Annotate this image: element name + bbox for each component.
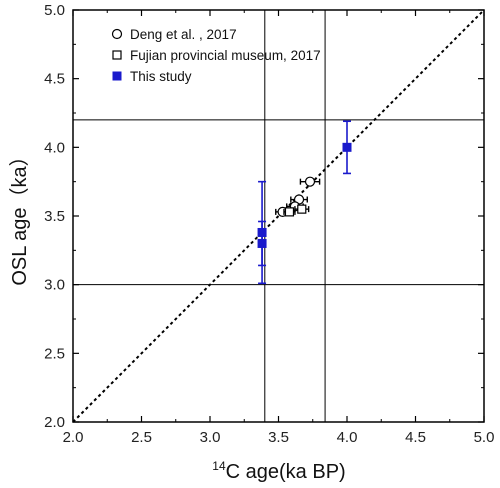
y-tick-label: 3.0 (44, 277, 65, 294)
data-point-this-study (257, 238, 267, 248)
x-tick-label: 2.0 (63, 429, 84, 446)
y-axis-title: OSL age（ka） (8, 146, 31, 285)
legend-marker-fujian-provincial-museum-2017 (112, 50, 122, 60)
x-axis-title-text: C age(ka BP) (226, 461, 346, 483)
x-tick-label: 2.5 (131, 429, 152, 446)
legend-marker-this-study (112, 71, 122, 81)
x-tick-label: 3.0 (200, 429, 221, 446)
x-tick-label: 5.0 (474, 429, 495, 446)
legend-marker-deng-et-al-2017 (111, 28, 123, 40)
x-tick-label: 4.5 (405, 429, 426, 446)
data-point-deng-et-al-2017 (304, 176, 316, 187)
data-point-this-study (342, 142, 352, 152)
y-tick-label: 2.0 (44, 414, 65, 431)
y-tick-label: 3.5 (44, 208, 65, 225)
data-point-this-study (257, 227, 267, 237)
legend-label-deng-et-al-2017: Deng et al. , 2017 (130, 27, 237, 42)
data-point-fujian-provincial-museum-2017 (284, 207, 295, 217)
y-tick-label: 4.0 (44, 139, 65, 156)
legend-label-fujian-provincial-museum-2017: Fujian provincial museum, 2017 (130, 48, 321, 63)
axis-ticks: 2.0 2.5 3.0 3.5 4.0 4.5 5.0 2.0 2.5 3.0 3.5 4.0 4.5 5… (44, 2, 494, 446)
one-to-one-line (72, 9, 485, 423)
data-point-fujian-provincial-museum-2017 (297, 204, 307, 214)
x-tick-label: 4.0 (337, 429, 358, 446)
reference-lines (73, 10, 484, 422)
y-tick-label: 5.0 (44, 2, 65, 19)
legend: Deng et al. , 2017 Fujian provincial muse… (111, 27, 321, 84)
legend-label-this-study: This study (130, 69, 192, 84)
y-tick-label: 2.5 (44, 345, 65, 362)
x-axis-title: 14C age(ka BP) (212, 459, 345, 483)
data-series (257, 120, 352, 285)
x-axis-title-superscript: 14 (212, 459, 226, 473)
x-tick-label: 3.5 (268, 429, 289, 446)
y-tick-label: 4.5 (44, 71, 65, 88)
